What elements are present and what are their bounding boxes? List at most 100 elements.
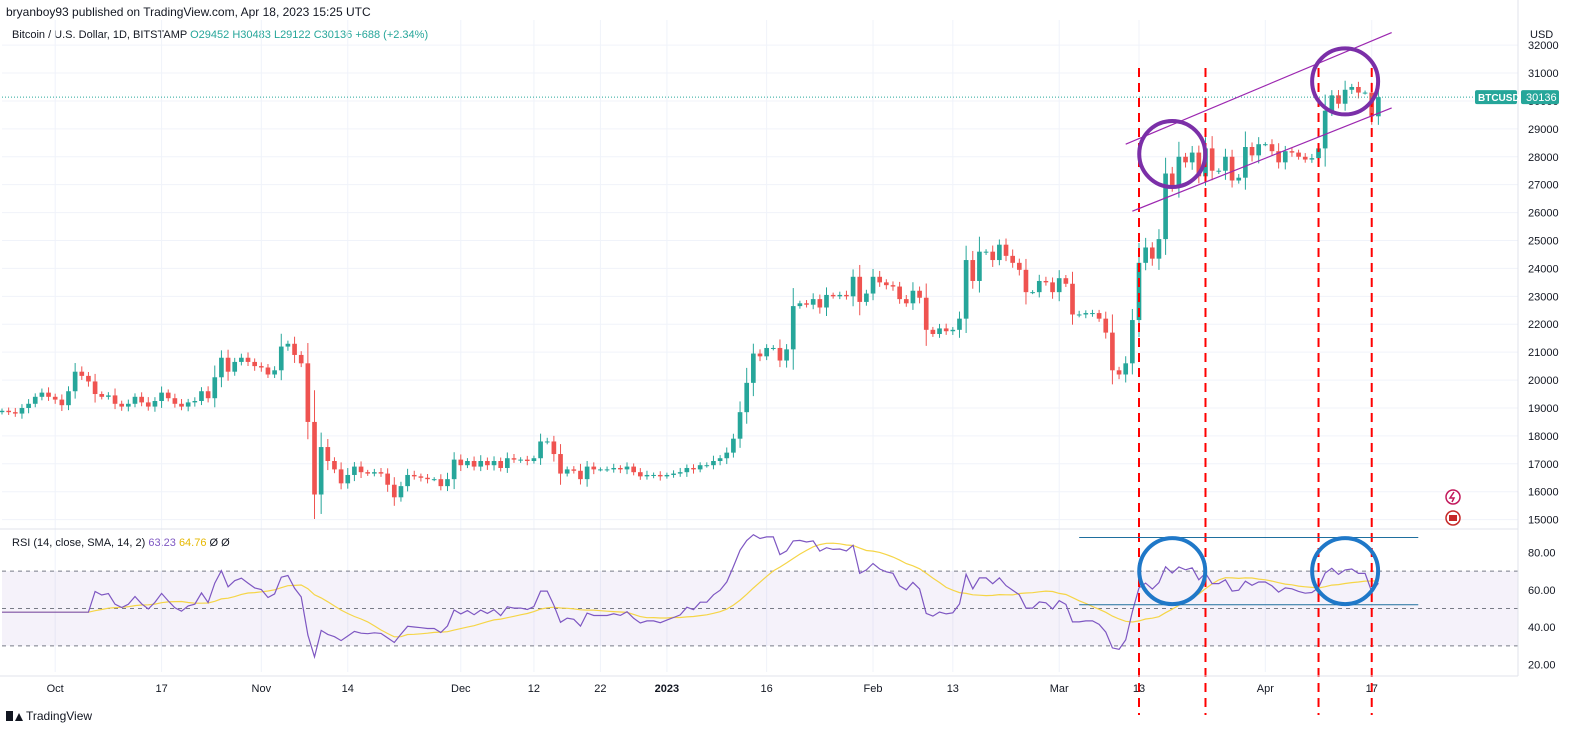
candle-body bbox=[179, 403, 184, 407]
candle-body bbox=[1050, 282, 1055, 293]
candle-body bbox=[770, 347, 776, 349]
blue-circle-annotation bbox=[1310, 536, 1381, 607]
candle-body bbox=[564, 469, 570, 474]
candle-body bbox=[1216, 170, 1222, 172]
candle-body bbox=[52, 396, 58, 400]
rsi-sma-line bbox=[2, 542, 1379, 638]
candle-body bbox=[66, 391, 71, 406]
price-tick-label: 32000 bbox=[1528, 40, 1559, 52]
candle-body bbox=[1156, 239, 1162, 259]
tradingview-logo-icon bbox=[6, 711, 23, 721]
candle-body bbox=[26, 403, 31, 408]
legend-high-label: H bbox=[232, 29, 241, 41]
price-tick-label: 31000 bbox=[1528, 68, 1559, 80]
candle-body bbox=[970, 260, 976, 281]
candle-body bbox=[1076, 314, 1082, 316]
candle-body bbox=[657, 474, 663, 477]
candle-body bbox=[132, 396, 138, 404]
time-tick-label: Mar bbox=[1050, 683, 1069, 695]
candle-body bbox=[239, 357, 244, 362]
candle-body bbox=[92, 381, 98, 395]
candle-body bbox=[1003, 244, 1009, 256]
publisher-credit: bryanboy93 published on TradingView.com,… bbox=[6, 5, 371, 19]
candle-body bbox=[318, 447, 324, 495]
candle-body bbox=[1236, 177, 1242, 181]
candle-body bbox=[790, 306, 796, 350]
candle-body bbox=[1096, 313, 1102, 319]
candle-body bbox=[511, 458, 517, 460]
candle-body bbox=[1322, 110, 1328, 149]
candle-body bbox=[930, 329, 936, 335]
price-badge: BTCUSD 30136 bbox=[1475, 90, 1559, 105]
candle-body bbox=[1229, 156, 1235, 181]
price-badge-symbol-bg bbox=[1475, 90, 1517, 105]
candle-body bbox=[618, 467, 623, 470]
price-tick-label: 29000 bbox=[1528, 124, 1559, 136]
time-tick-label: 2023 bbox=[655, 683, 679, 695]
flash-event-icon[interactable] bbox=[1445, 489, 1461, 505]
candle-body bbox=[86, 375, 91, 382]
candle-body bbox=[99, 394, 105, 397]
legend-open: 29452 bbox=[198, 29, 230, 41]
candle-body bbox=[824, 294, 829, 308]
candle-body bbox=[46, 392, 51, 397]
candle-body bbox=[139, 396, 144, 403]
rsi-band bbox=[2, 570, 1518, 647]
candle-body bbox=[1023, 269, 1029, 293]
candle-body bbox=[352, 466, 357, 475]
candle-body bbox=[910, 290, 916, 304]
candle-body bbox=[524, 459, 530, 462]
candle-body bbox=[897, 286, 902, 300]
time-tick-label: Apr bbox=[1257, 683, 1274, 695]
candle-body bbox=[458, 459, 464, 466]
candle-body bbox=[677, 472, 683, 474]
candle-body bbox=[1356, 86, 1361, 93]
candle-body bbox=[1116, 370, 1122, 375]
candle-body bbox=[1136, 262, 1142, 321]
flash-glyph-icon bbox=[1448, 491, 1456, 503]
candle-body bbox=[1036, 280, 1042, 293]
candle-body bbox=[1083, 313, 1089, 315]
candle-body bbox=[1243, 147, 1248, 178]
candle-body bbox=[438, 479, 444, 487]
candle-body bbox=[465, 461, 470, 466]
event-icons[interactable] bbox=[1445, 489, 1461, 526]
time-tick-label: 17 bbox=[1366, 683, 1378, 695]
time-tick-label: 13 bbox=[947, 683, 959, 695]
candle-body bbox=[1349, 86, 1355, 90]
candle-body bbox=[372, 472, 377, 474]
candle-body bbox=[731, 438, 736, 453]
candle-body bbox=[1336, 95, 1341, 104]
candle-body bbox=[145, 402, 151, 407]
candle-body bbox=[1249, 147, 1255, 156]
candle-body bbox=[744, 382, 750, 413]
candle-body bbox=[1183, 156, 1188, 163]
candle-body bbox=[850, 276, 856, 297]
candle-body bbox=[192, 401, 198, 403]
candle-body bbox=[923, 297, 929, 330]
price-tick-label: 16000 bbox=[1528, 487, 1559, 499]
legend-low-label: L bbox=[273, 29, 281, 41]
candle-body bbox=[671, 473, 676, 475]
legend-close: 30136 bbox=[321, 29, 353, 41]
candle-body bbox=[531, 458, 537, 462]
candle-body bbox=[830, 294, 836, 297]
candle-body bbox=[1110, 332, 1115, 371]
legend-high: 30483 bbox=[240, 29, 271, 41]
candle-body bbox=[205, 391, 211, 399]
y-axis-currency-label: USD bbox=[1530, 29, 1553, 41]
candle-body bbox=[39, 392, 45, 397]
candle-body bbox=[1169, 173, 1175, 187]
candle-body bbox=[445, 479, 450, 487]
candle-body bbox=[950, 329, 956, 332]
candle-body bbox=[1103, 318, 1109, 333]
candle-body bbox=[418, 476, 424, 478]
candle-body bbox=[757, 353, 763, 357]
blue-circle-annotation bbox=[1137, 536, 1208, 607]
candle-body bbox=[777, 347, 783, 361]
candle-body bbox=[505, 458, 510, 468]
candle-body bbox=[225, 357, 231, 372]
rsi-tick-label: 80.00 bbox=[1528, 547, 1556, 559]
candle-body bbox=[6, 410, 11, 413]
